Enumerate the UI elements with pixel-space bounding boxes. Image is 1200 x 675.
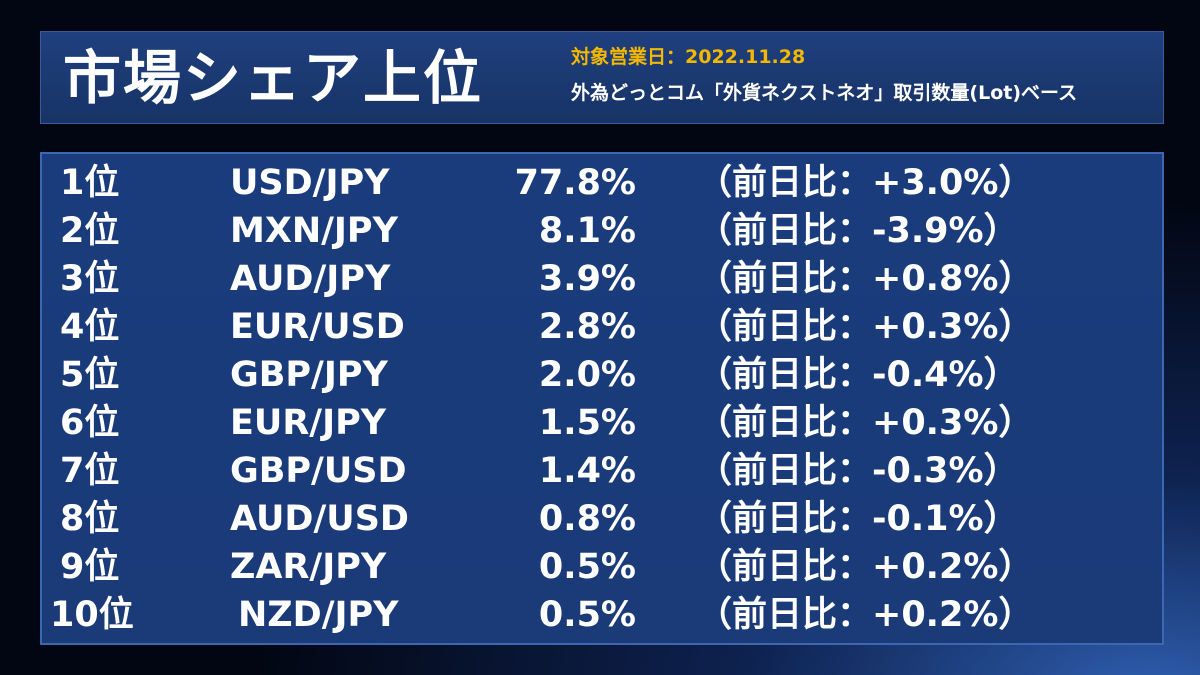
ranking-table: 1位 USD/JPY 77.8% （前日比：+3.0%） 2位 MXN/JPY …: [40, 152, 1164, 645]
market-share: 2.0%: [538, 355, 636, 395]
currency-pair: AUD/USD: [230, 499, 409, 539]
rank-label: 5位: [60, 355, 120, 395]
currency-pair: ZAR/JPY: [230, 547, 387, 587]
ranking-row: 6位 EUR/JPY 1.5% （前日比：+0.3%）: [42, 398, 1162, 448]
market-share: 0.5%: [538, 547, 636, 587]
currency-pair: NZD/JPY: [238, 595, 399, 635]
market-share: 0.8%: [538, 499, 636, 539]
rank-label: 6位: [60, 403, 120, 443]
ranking-row: 1位 USD/JPY 77.8% （前日比：+3.0%）: [42, 158, 1162, 208]
day-change: （前日比：+0.2%）: [697, 595, 1034, 635]
day-change: （前日比：-0.4%）: [697, 355, 1019, 395]
day-change: （前日比：+0.3%）: [697, 403, 1034, 443]
business-date: 対象営業日：2022.11.28: [571, 46, 806, 68]
ranking-row: 9位 ZAR/JPY 0.5% （前日比：+0.2%）: [42, 542, 1162, 592]
day-change: （前日比：-0.3%）: [697, 451, 1019, 491]
header-banner: 市場シェア上位 対象営業日：2022.11.28 外為どっとコム「外貨ネクストネ…: [40, 31, 1164, 124]
rank-label: 8位: [60, 499, 120, 539]
rank-label: 4位: [60, 307, 120, 347]
currency-pair: GBP/USD: [230, 451, 407, 491]
day-change: （前日比：-3.9%）: [697, 211, 1019, 251]
ranking-row: 7位 GBP/USD 1.4% （前日比：-0.3%）: [42, 446, 1162, 496]
page-title: 市場シェア上位: [63, 44, 484, 112]
rank-label: 10位: [50, 595, 134, 635]
rank-label: 3位: [60, 259, 120, 299]
day-change: （前日比：+3.0%）: [697, 163, 1034, 203]
currency-pair: EUR/USD: [230, 307, 405, 347]
market-share: 77.8%: [514, 163, 636, 203]
market-share: 0.5%: [538, 595, 636, 635]
day-change: （前日比：+0.2%）: [697, 547, 1034, 587]
market-share: 2.8%: [538, 307, 636, 347]
currency-pair: EUR/JPY: [230, 403, 387, 443]
rank-label: 9位: [60, 547, 120, 587]
currency-pair: USD/JPY: [230, 163, 390, 203]
ranking-row: 10位 NZD/JPY 0.5% （前日比：+0.2%）: [42, 590, 1162, 640]
ranking-row: 5位 GBP/JPY 2.0% （前日比：-0.4%）: [42, 350, 1162, 400]
market-share: 3.9%: [538, 259, 636, 299]
day-change: （前日比：+0.8%）: [697, 259, 1034, 299]
currency-pair: AUD/JPY: [230, 259, 391, 299]
rank-label: 7位: [60, 451, 120, 491]
ranking-row: 2位 MXN/JPY 8.1% （前日比：-3.9%）: [42, 206, 1162, 256]
market-share: 1.5%: [538, 403, 636, 443]
rank-label: 2位: [60, 211, 120, 251]
rank-label: 1位: [60, 163, 120, 203]
ranking-row: 4位 EUR/USD 2.8% （前日比：+0.3%）: [42, 302, 1162, 352]
day-change: （前日比：+0.3%）: [697, 307, 1034, 347]
ranking-row: 3位 AUD/JPY 3.9% （前日比：+0.8%）: [42, 254, 1162, 304]
basis-note: 外為どっとコム「外貨ネクストネオ」取引数量(Lot)ベース: [571, 82, 1078, 104]
day-change: （前日比：-0.1%）: [697, 499, 1019, 539]
currency-pair: GBP/JPY: [230, 355, 388, 395]
currency-pair: MXN/JPY: [230, 211, 398, 251]
market-share: 8.1%: [538, 211, 636, 251]
market-share: 1.4%: [538, 451, 636, 491]
ranking-row: 8位 AUD/USD 0.8% （前日比：-0.1%）: [42, 494, 1162, 544]
